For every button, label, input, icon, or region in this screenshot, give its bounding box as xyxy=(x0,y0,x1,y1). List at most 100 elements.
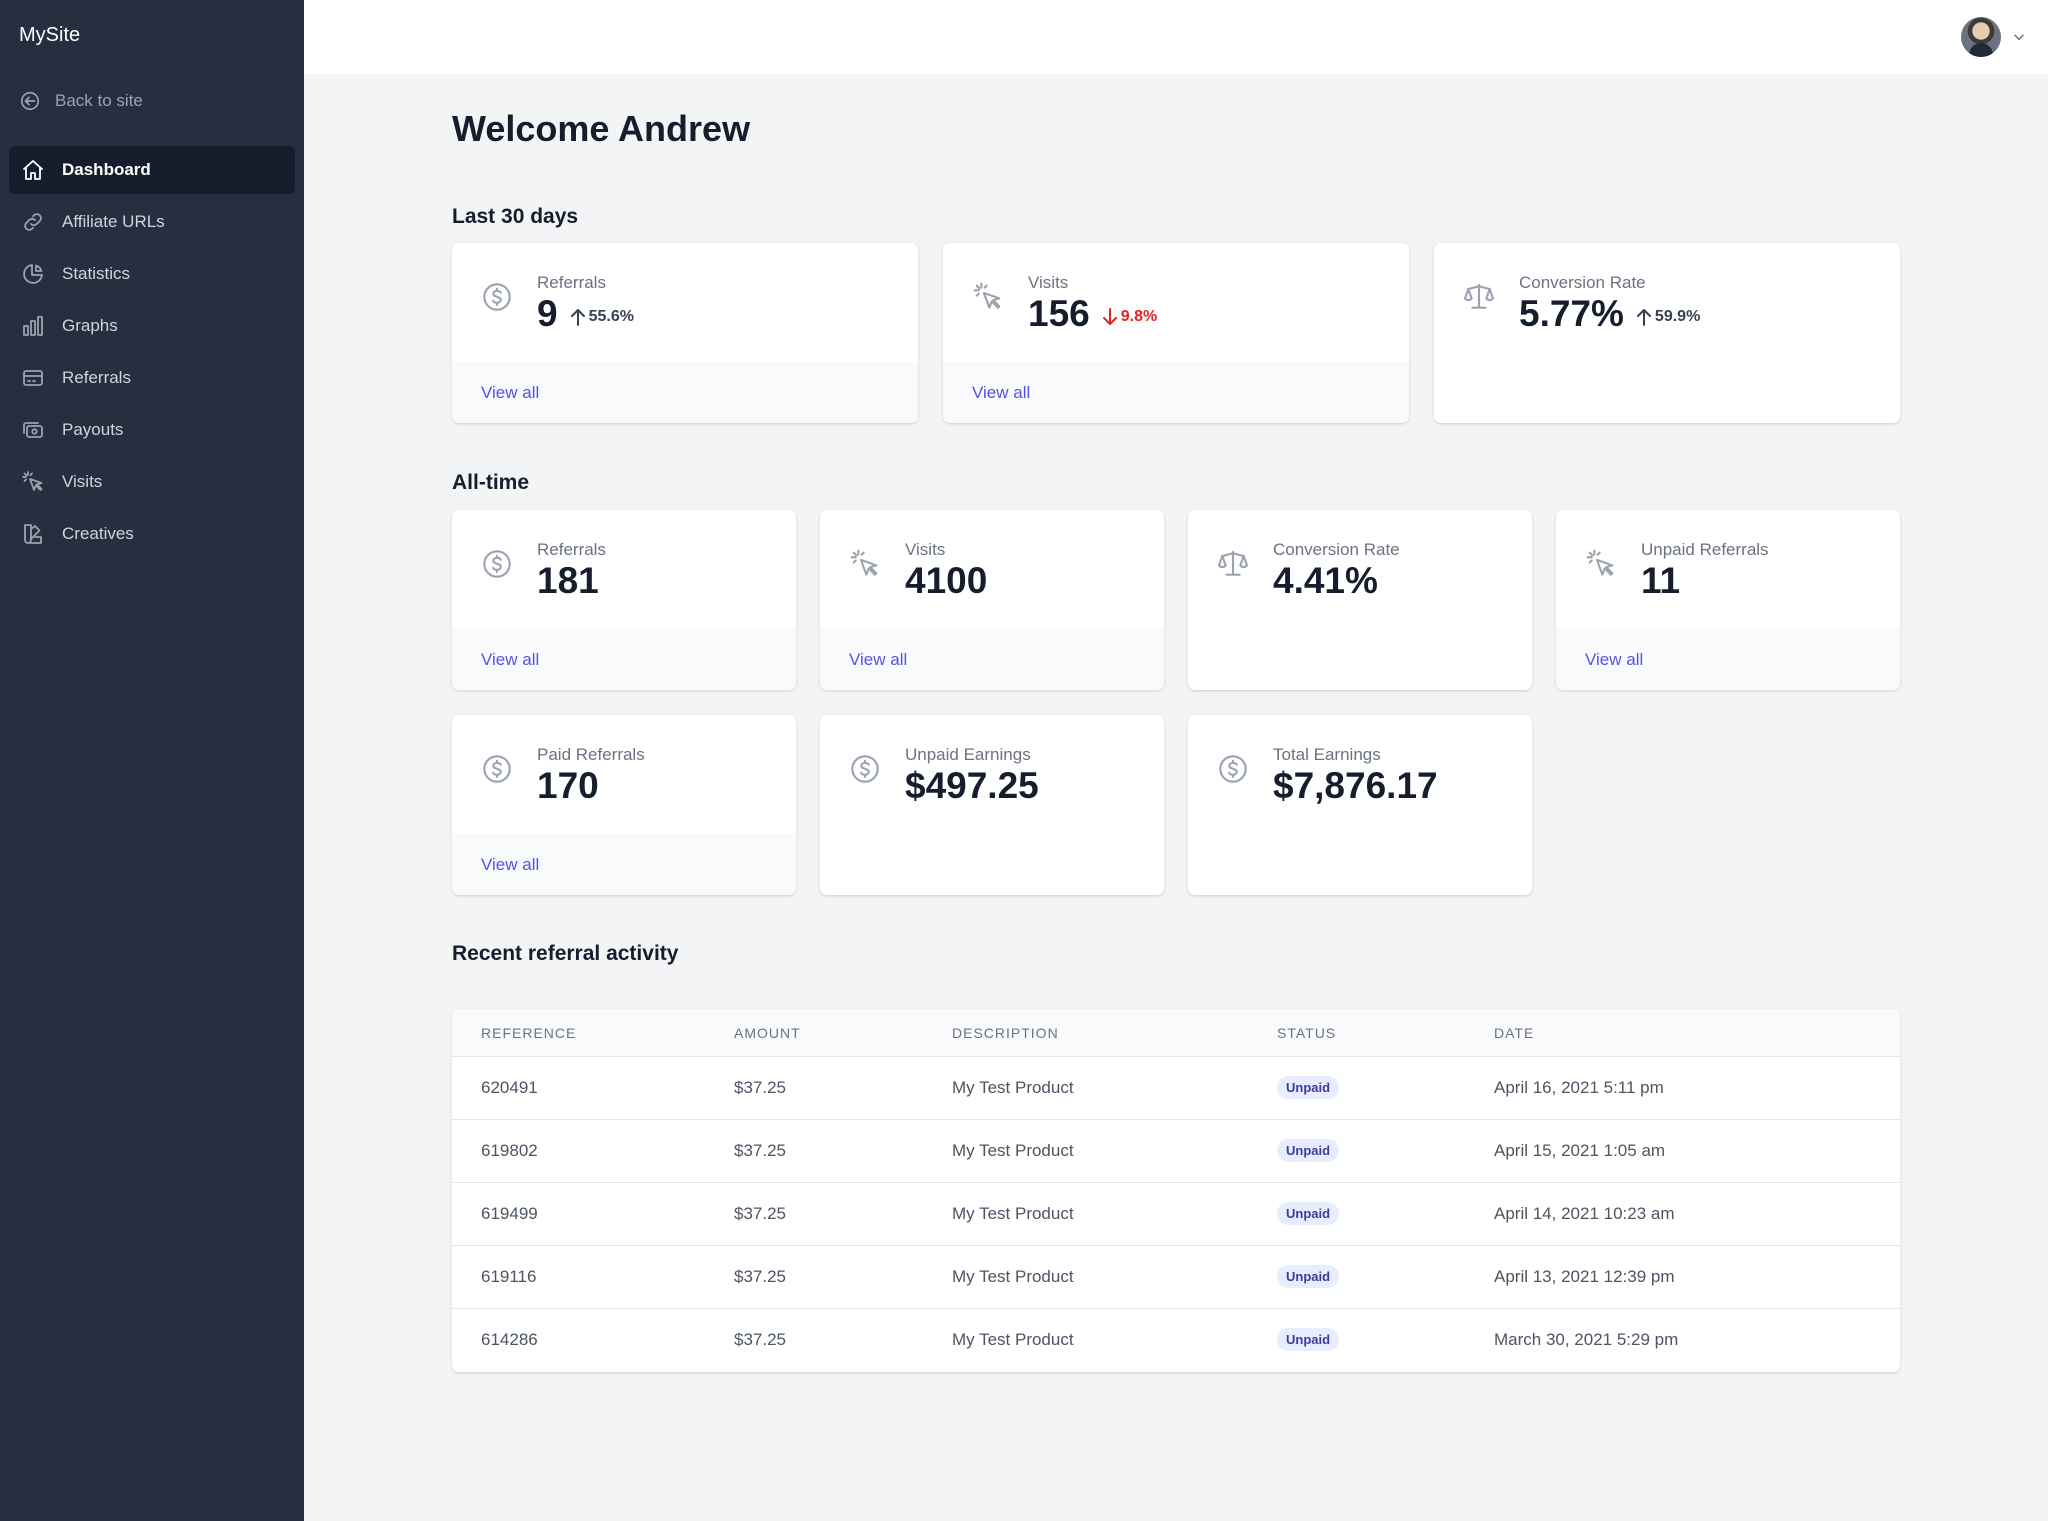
table-row: 619802 $37.25 My Test Product Unpaid Apr… xyxy=(452,1120,1900,1183)
status-badge: Unpaid xyxy=(1277,1139,1340,1162)
chevron-down-icon[interactable] xyxy=(2012,30,2026,44)
cell-reference: 620491 xyxy=(481,1078,538,1097)
stat-value-row: 5.77% 59.9% xyxy=(1519,293,1700,335)
cell-description: My Test Product xyxy=(952,1141,1074,1160)
cell-description: My Test Product xyxy=(952,1078,1074,1097)
currency-dollar-icon xyxy=(1219,755,1247,783)
cell-reference: 619116 xyxy=(481,1267,537,1286)
stat-card-conversion-rate-all-time: Conversion Rate 4.41% xyxy=(1188,510,1532,690)
stat-value-row: 170 xyxy=(537,765,599,807)
arrow-down-icon xyxy=(1102,308,1117,325)
currency-dollar-icon xyxy=(483,283,511,311)
stat-value: $7,876.17 xyxy=(1273,765,1438,806)
cell-amount: $37.25 xyxy=(734,1204,786,1223)
stat-value: 9 xyxy=(537,293,558,334)
table-header: REFERENCE AMOUNT DESCRIPTION STATUS DATE xyxy=(452,1009,1900,1057)
scale-icon xyxy=(1463,283,1495,309)
sidebar-item-label: Referrals xyxy=(62,368,131,387)
sidebar-item-graphs[interactable]: Graphs xyxy=(9,302,295,350)
view-all-link[interactable]: View all xyxy=(452,834,796,895)
sidebar-item-label: Affiliate URLs xyxy=(62,212,165,231)
view-all-link[interactable]: View all xyxy=(943,362,1409,423)
stat-label: Unpaid Referrals xyxy=(1641,540,1769,559)
back-to-site-link[interactable]: Back to site xyxy=(19,88,143,114)
table-row: 619116 $37.25 My Test Product Unpaid Apr… xyxy=(452,1246,1900,1309)
table-row: 614286 $37.25 My Test Product Unpaid Mar… xyxy=(452,1309,1900,1372)
column-header-date: DATE xyxy=(1494,1025,1535,1041)
stat-label: Visits xyxy=(905,540,946,559)
stat-value: 170 xyxy=(537,765,599,806)
stat-value: 11 xyxy=(1641,560,1681,601)
column-header-amount: AMOUNT xyxy=(734,1025,801,1041)
status-badge: Unpaid xyxy=(1277,1265,1340,1288)
stat-value-row: 156 9.8% xyxy=(1028,293,1157,335)
stat-card-unpaid-earnings: Unpaid Earnings $497.25 xyxy=(820,715,1164,895)
table-row: 620491 $37.25 My Test Product Unpaid Apr… xyxy=(452,1057,1900,1120)
sidebar-item-label: Payouts xyxy=(62,420,124,439)
sidebar-item-label: Creatives xyxy=(62,524,134,543)
sidebar-item-affiliate-urls[interactable]: Affiliate URLs xyxy=(9,198,295,246)
brand-logo[interactable]: MySite xyxy=(19,24,81,46)
stat-card-paid-referrals: Paid Referrals 170 View all xyxy=(452,715,796,895)
section-title-all-time: All-time xyxy=(452,471,530,494)
stat-value-row: 11 xyxy=(1641,560,1680,602)
stat-change-value: 9.8% xyxy=(1120,308,1158,325)
cell-amount: $37.25 xyxy=(734,1330,786,1349)
cell-description: My Test Product xyxy=(952,1267,1074,1286)
bar-chart-icon xyxy=(23,316,43,336)
stat-value-row: 181 xyxy=(537,560,599,602)
credit-card-icon xyxy=(23,370,43,386)
sidebar-item-statistics[interactable]: Statistics xyxy=(9,250,295,298)
sidebar-item-creatives[interactable]: Creatives xyxy=(9,510,295,558)
stat-label: Conversion Rate xyxy=(1519,273,1646,292)
view-all-link[interactable]: View all xyxy=(452,362,918,423)
stat-label: Paid Referrals xyxy=(537,745,645,764)
stat-value-row: 4100 xyxy=(905,560,987,602)
table-row: 619499 $37.25 My Test Product Unpaid Apr… xyxy=(452,1183,1900,1246)
stat-value-row: $7,876.17 xyxy=(1273,765,1438,807)
view-all-link[interactable]: View all xyxy=(452,629,796,690)
stat-card-referrals-all-time: Referrals 181 View all xyxy=(452,510,796,690)
currency-dollar-icon xyxy=(483,550,511,578)
cell-amount: $37.25 xyxy=(734,1267,786,1286)
cursor-click-icon xyxy=(22,471,43,491)
sidebar-item-label: Visits xyxy=(62,472,103,491)
view-all-link[interactable]: View all xyxy=(1556,629,1900,690)
arrow-circle-left-icon xyxy=(20,91,40,111)
arrow-up-icon xyxy=(570,309,585,326)
stat-card-referrals-30d: Referrals 9 55.6% View all xyxy=(452,243,918,423)
stat-change: 59.9% xyxy=(1636,308,1700,326)
sidebar-item-label: Graphs xyxy=(62,316,118,335)
view-all-link[interactable]: View all xyxy=(820,629,1164,690)
stat-card-unpaid-referrals: Unpaid Referrals 11 View all xyxy=(1556,510,1900,690)
cell-date: April 15, 2021 1:05 am xyxy=(1494,1141,1666,1160)
cell-date: April 13, 2021 12:39 pm xyxy=(1494,1267,1675,1286)
pie-chart-icon xyxy=(23,264,43,284)
stat-value-row: 9 55.6% xyxy=(537,293,634,335)
cell-reference: 614286 xyxy=(481,1330,538,1349)
cell-date: March 30, 2021 5:29 pm xyxy=(1494,1330,1679,1349)
sidebar-item-label: Dashboard xyxy=(62,160,151,179)
scale-icon xyxy=(1217,550,1249,576)
sidebar-item-visits[interactable]: Visits xyxy=(9,458,295,506)
cursor-click-icon xyxy=(1586,549,1614,576)
cell-description: My Test Product xyxy=(952,1330,1074,1349)
top-bar xyxy=(304,0,2048,74)
currency-dollar-icon xyxy=(851,755,879,783)
sidebar-item-label: Statistics xyxy=(62,264,131,283)
stat-card-total-earnings: Total Earnings $7,876.17 xyxy=(1188,715,1532,895)
section-title-recent-activity: Recent referral activity xyxy=(452,942,679,965)
stat-label: Referrals xyxy=(537,273,606,292)
page-title: Welcome Andrew xyxy=(452,108,751,149)
user-avatar[interactable] xyxy=(1961,17,2001,57)
sidebar-item-payouts[interactable]: Payouts xyxy=(9,406,295,454)
link-icon xyxy=(24,213,42,231)
sidebar-item-referrals[interactable]: Referrals xyxy=(9,354,295,402)
stat-card-visits-all-time: Visits 4100 View all xyxy=(820,510,1164,690)
cursor-click-icon xyxy=(850,549,878,576)
stat-label: Total Earnings xyxy=(1273,745,1381,764)
sidebar: MySite Back to site Dashboard Affiliate … xyxy=(0,0,304,1521)
stat-value: 4100 xyxy=(905,560,988,601)
cell-reference: 619802 xyxy=(481,1141,538,1160)
sidebar-item-dashboard[interactable]: Dashboard xyxy=(9,146,295,194)
